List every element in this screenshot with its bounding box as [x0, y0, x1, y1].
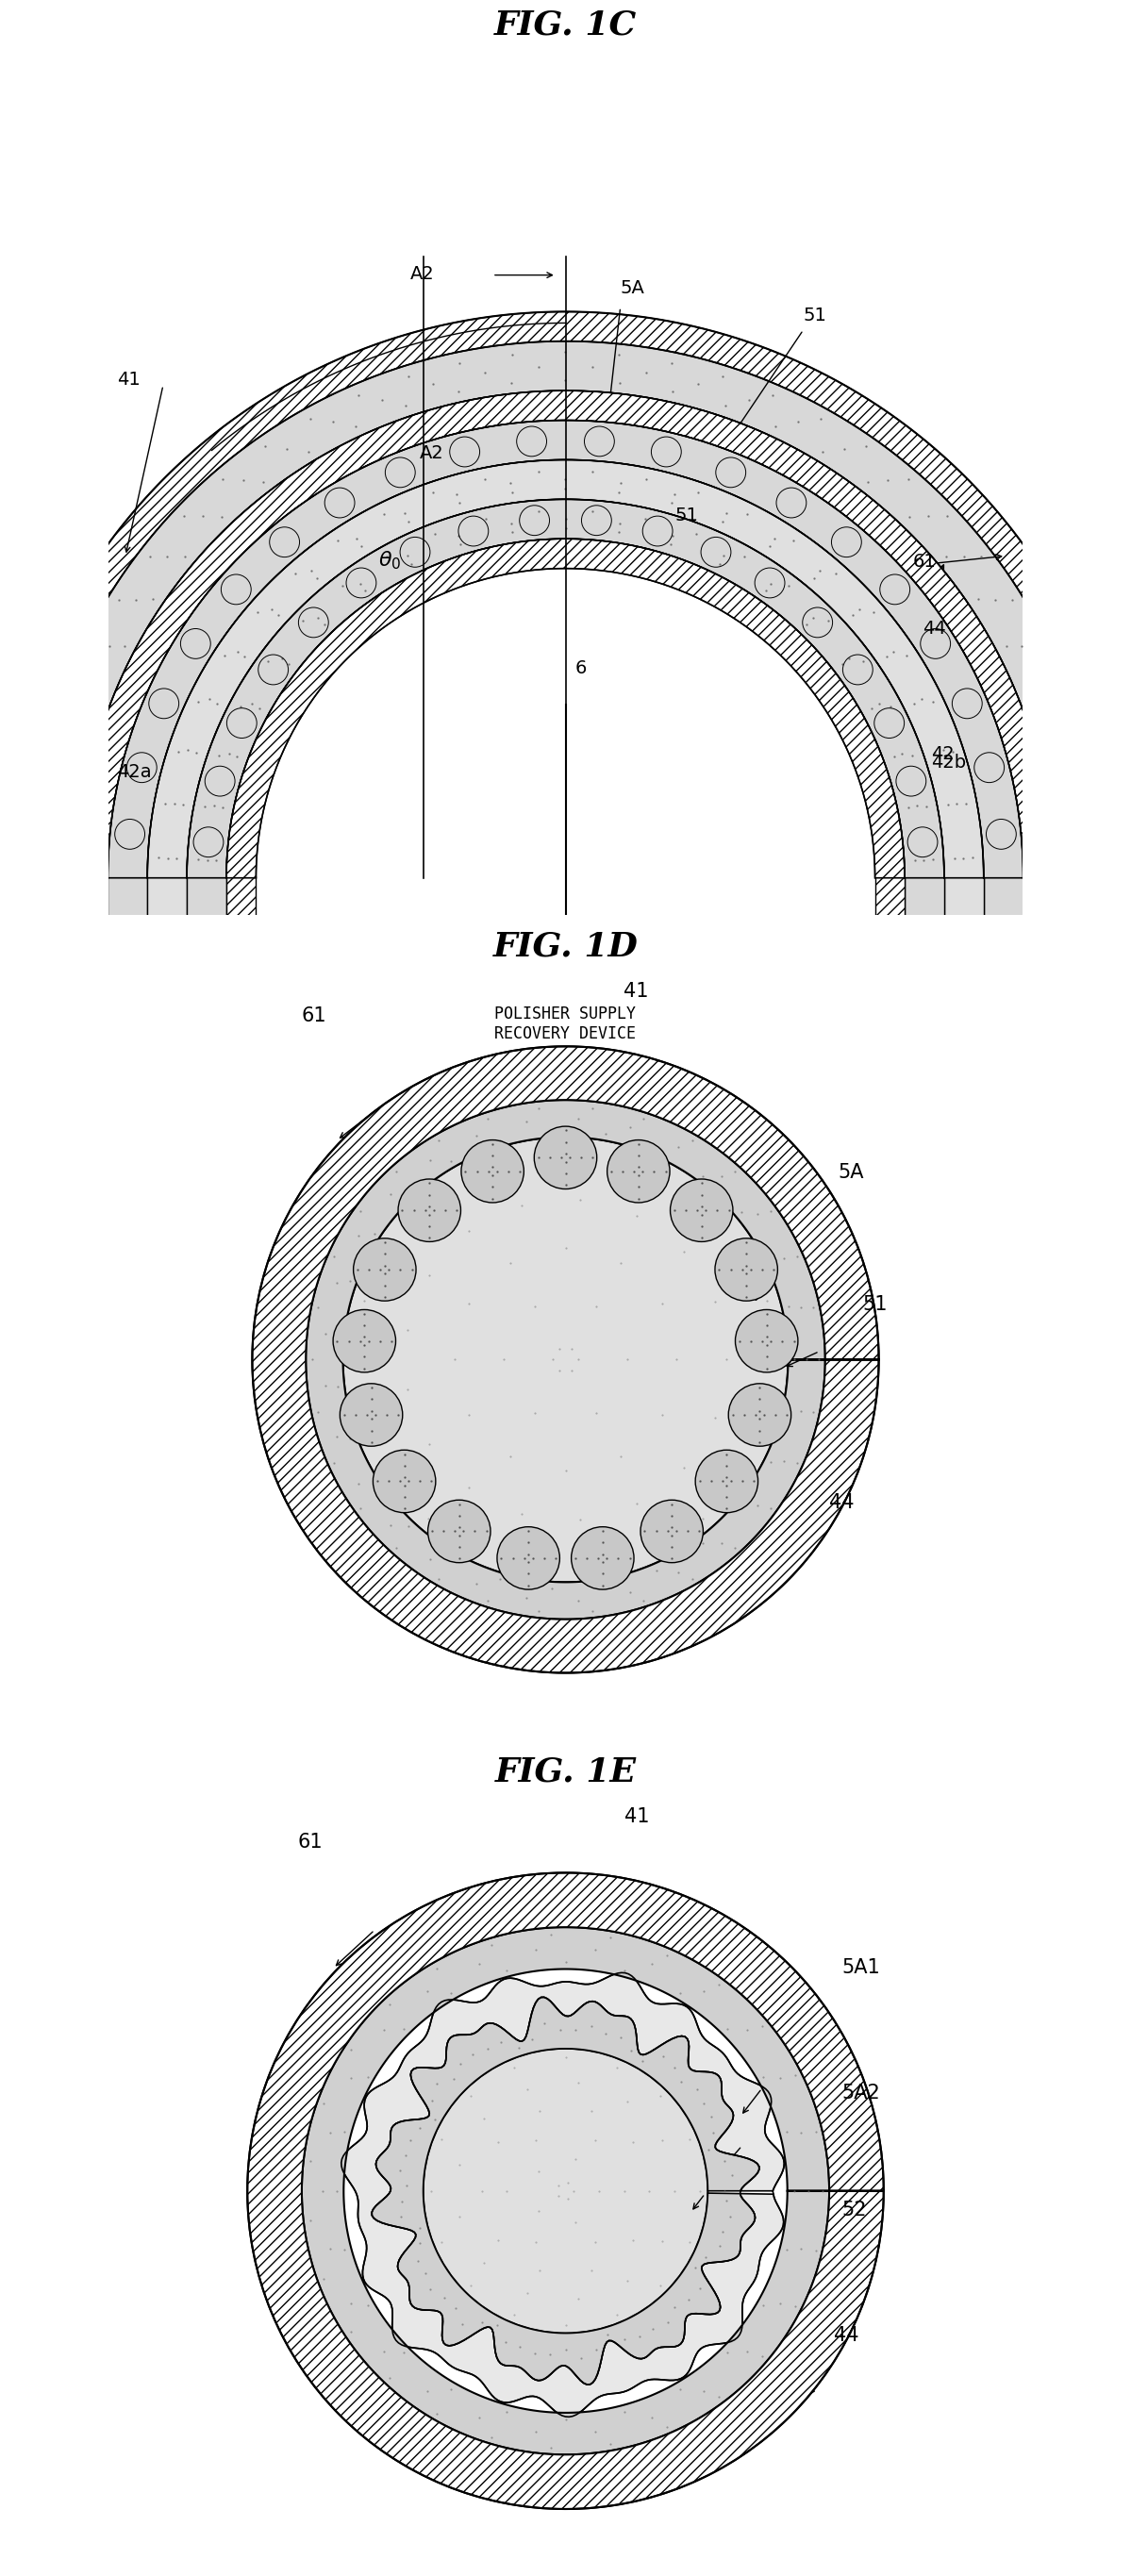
Circle shape	[333, 1309, 396, 1373]
Text: 6: 6	[575, 659, 586, 677]
Circle shape	[735, 1309, 798, 1373]
Circle shape	[715, 1239, 778, 1301]
Polygon shape	[1024, 876, 1053, 933]
Polygon shape	[905, 876, 944, 933]
Text: 5A: 5A	[621, 278, 645, 296]
Polygon shape	[302, 1927, 829, 2455]
Polygon shape	[226, 876, 256, 933]
Circle shape	[423, 2048, 708, 2334]
Polygon shape	[984, 876, 1024, 933]
Text: FIG. 1D: FIG. 1D	[493, 930, 638, 963]
Polygon shape	[305, 1100, 826, 1620]
Text: 44: 44	[922, 621, 946, 639]
Circle shape	[461, 1141, 524, 1203]
Circle shape	[607, 1141, 670, 1203]
Polygon shape	[187, 876, 226, 933]
Polygon shape	[944, 876, 984, 933]
Polygon shape	[252, 1046, 879, 1672]
Polygon shape	[147, 459, 984, 878]
Text: 41: 41	[118, 371, 140, 389]
Text: 52: 52	[841, 2200, 866, 2221]
Text: 51: 51	[675, 507, 699, 526]
Text: $\theta_0$: $\theta_0$	[378, 549, 402, 572]
Text: 61: 61	[297, 1832, 322, 1852]
Polygon shape	[107, 876, 147, 933]
Polygon shape	[78, 392, 1053, 878]
Circle shape	[340, 1383, 403, 1445]
Text: 42b: 42b	[931, 755, 966, 773]
Circle shape	[640, 1499, 703, 1564]
Polygon shape	[0, 876, 29, 933]
Circle shape	[671, 1180, 733, 1242]
Text: 44: 44	[829, 1494, 854, 1512]
Circle shape	[343, 1136, 788, 1582]
Text: 61: 61	[913, 551, 936, 569]
Polygon shape	[248, 1873, 883, 2509]
Text: A2: A2	[420, 443, 443, 461]
Text: 61: 61	[302, 1007, 327, 1025]
Polygon shape	[29, 876, 78, 933]
Polygon shape	[147, 876, 187, 933]
Text: 5A1: 5A1	[841, 1958, 880, 1976]
Text: 41: 41	[624, 1808, 649, 1826]
Polygon shape	[342, 1973, 784, 2416]
Text: A2: A2	[411, 265, 434, 283]
Circle shape	[398, 1180, 460, 1242]
Polygon shape	[1102, 876, 1131, 933]
Circle shape	[373, 1450, 435, 1512]
Polygon shape	[78, 876, 107, 933]
Text: 5A2: 5A2	[841, 2084, 880, 2102]
Text: 51: 51	[803, 307, 827, 325]
Polygon shape	[226, 538, 905, 878]
Polygon shape	[1053, 876, 1102, 933]
Text: 42a: 42a	[118, 762, 152, 781]
Circle shape	[497, 1528, 560, 1589]
Polygon shape	[107, 420, 1024, 878]
Circle shape	[534, 1126, 597, 1190]
Polygon shape	[0, 312, 1131, 878]
Text: POLISHER SUPPLY
RECOVERY DEVICE: POLISHER SUPPLY RECOVERY DEVICE	[494, 1005, 637, 1043]
Polygon shape	[29, 340, 1102, 878]
Polygon shape	[372, 1996, 759, 2385]
Polygon shape	[875, 876, 905, 933]
Text: 44: 44	[834, 2326, 858, 2344]
Text: 42: 42	[931, 744, 955, 762]
Text: 41: 41	[623, 981, 648, 999]
FancyBboxPatch shape	[323, 945, 808, 1103]
Circle shape	[428, 1499, 491, 1564]
Polygon shape	[187, 500, 944, 878]
Circle shape	[353, 1239, 416, 1301]
Circle shape	[728, 1383, 791, 1445]
Text: FIG. 1E: FIG. 1E	[494, 1757, 637, 1788]
Circle shape	[571, 1528, 634, 1589]
Text: 51: 51	[862, 1296, 887, 1314]
Text: FIG. 1C: FIG. 1C	[494, 10, 637, 41]
Circle shape	[696, 1450, 758, 1512]
Text: 5A: 5A	[838, 1164, 863, 1182]
